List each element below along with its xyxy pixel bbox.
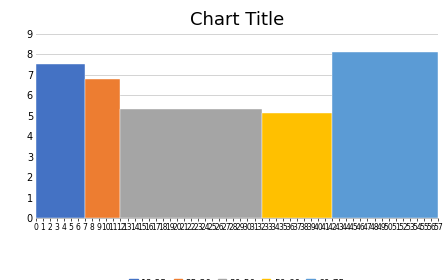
Bar — [120, 109, 261, 218]
Bar — [36, 64, 85, 218]
Bar — [332, 52, 438, 218]
Title: Chart Title: Chart Title — [190, 11, 284, 29]
Bar — [85, 79, 120, 218]
Bar — [261, 113, 332, 218]
Legend: 18-25, 25-30, 30-50, 50-60, 60-75: 18-25, 25-30, 30-50, 50-60, 60-75 — [126, 275, 348, 280]
